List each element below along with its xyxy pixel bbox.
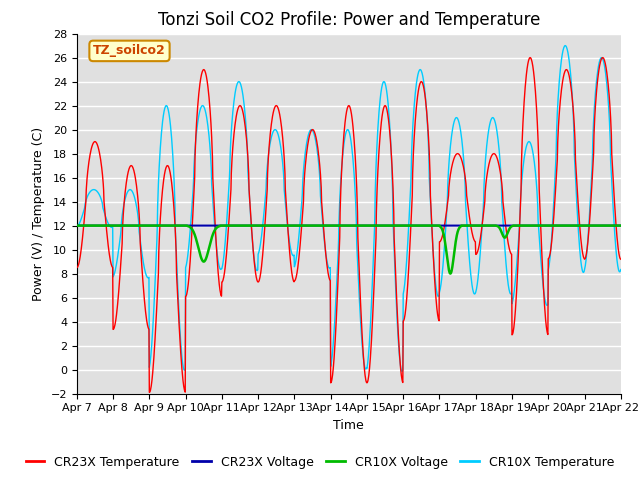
X-axis label: Time: Time xyxy=(333,419,364,432)
Title: Tonzi Soil CO2 Profile: Power and Temperature: Tonzi Soil CO2 Profile: Power and Temper… xyxy=(157,11,540,29)
Text: TZ_soilco2: TZ_soilco2 xyxy=(93,44,166,58)
Y-axis label: Power (V) / Temperature (C): Power (V) / Temperature (C) xyxy=(32,127,45,300)
Legend: CR23X Temperature, CR23X Voltage, CR10X Voltage, CR10X Temperature: CR23X Temperature, CR23X Voltage, CR10X … xyxy=(20,451,620,474)
